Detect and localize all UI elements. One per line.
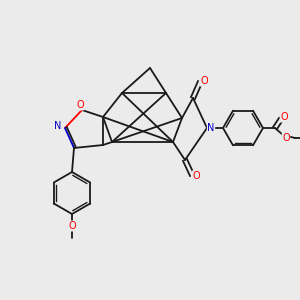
Text: O: O [282,133,290,143]
Text: O: O [280,112,288,122]
Text: O: O [76,100,84,110]
Text: N: N [54,121,62,131]
Text: O: O [68,221,76,231]
Text: O: O [200,76,208,86]
Text: N: N [207,123,215,133]
Text: O: O [192,171,200,181]
